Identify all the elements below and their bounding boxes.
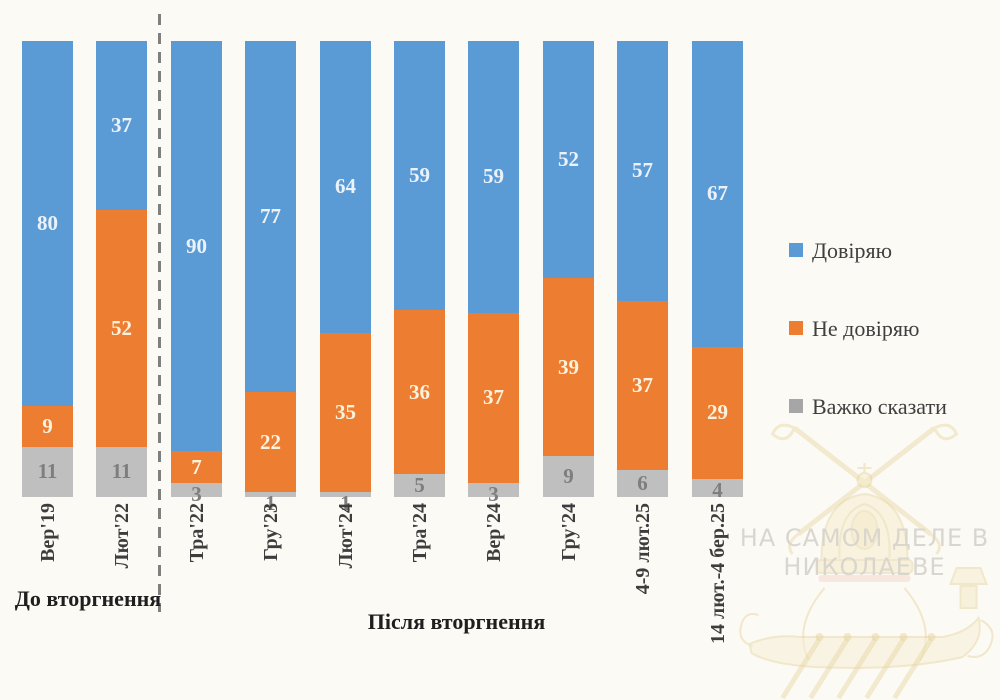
segment-trust-2 <box>171 41 222 452</box>
segment-distrust-7 <box>543 278 594 456</box>
segment-distrust-9 <box>692 346 743 479</box>
segment-hard-to-say-5 <box>394 474 445 497</box>
group-label-after-invasion: Після вторгнення <box>367 609 546 634</box>
segment-trust-6 <box>468 41 519 313</box>
segment-distrust-2 <box>171 451 222 484</box>
value-label: 57 <box>632 158 653 183</box>
segment-trust-7 <box>543 41 594 279</box>
segment-hard-to-say-3 <box>245 492 296 497</box>
segment-trust-3 <box>245 41 296 393</box>
group-label-before-invasion: До вторгнення <box>14 586 162 611</box>
segment-trust-8 <box>617 41 668 301</box>
value-label: 67 <box>707 181 728 206</box>
value-label: 52 <box>111 315 132 340</box>
x-tick-label-1: Лют'22 <box>110 503 133 569</box>
value-label: 7 <box>191 454 202 479</box>
segment-hard-to-say-6 <box>468 483 519 497</box>
x-tick-label-5: Тра'24 <box>408 503 431 563</box>
segment-trust-4 <box>320 41 371 333</box>
value-label: 4 <box>712 477 723 502</box>
x-tick-label-7: Гру'24 <box>557 503 580 561</box>
period-separator-line <box>158 14 161 612</box>
x-tick-label-0: Вер'19 <box>36 503 59 562</box>
legend-label: Довіряю <box>812 238 893 263</box>
value-label: 1 <box>265 491 276 516</box>
watermark-text-line1: НА САМОМ ДЕЛЕ В <box>739 524 990 552</box>
legend-label: Важко сказати <box>812 394 947 419</box>
value-label: 29 <box>707 400 728 425</box>
legend-item-1: Не довіряю <box>789 316 947 342</box>
legend-swatch-icon <box>789 243 803 257</box>
value-label: 9 <box>42 413 53 438</box>
value-label: 80 <box>37 210 58 235</box>
segment-hard-to-say-2 <box>171 483 222 497</box>
value-label: 59 <box>483 164 504 189</box>
segment-trust-5 <box>394 41 445 311</box>
x-tick-label-8: 4-9 лют.25 <box>631 503 654 595</box>
segment-hard-to-say-4 <box>320 492 371 497</box>
value-label: 6 <box>637 470 648 495</box>
value-label: 64 <box>335 174 356 199</box>
value-label: 22 <box>260 429 281 454</box>
x-tick-label-3: Гру'23 <box>259 503 282 561</box>
segment-distrust-8 <box>617 300 668 470</box>
value-label: 90 <box>186 233 207 258</box>
value-label: 3 <box>191 482 202 507</box>
segment-distrust-3 <box>245 392 296 493</box>
value-label: 3 <box>488 482 499 507</box>
watermark-emblem-icon <box>739 423 994 700</box>
value-label: 52 <box>558 147 579 172</box>
x-tick-label-4: Лют'24 <box>334 503 357 569</box>
legend: Довіряю Не довіряю Важко сказати <box>789 238 947 420</box>
watermark: НА САМОМ ДЕЛЕ В НИКОЛАЕВЕ <box>722 408 1000 700</box>
legend-label: Не довіряю <box>812 316 920 341</box>
value-label: 37 <box>111 112 132 137</box>
legend-item-0: Довіряю <box>789 238 947 264</box>
segment-trust-1 <box>96 41 147 210</box>
value-label: 37 <box>632 372 653 397</box>
segment-hard-to-say-7 <box>543 455 594 497</box>
segment-hard-to-say-0 <box>22 446 73 497</box>
value-label: 11 <box>37 459 58 484</box>
value-label: 77 <box>260 204 281 229</box>
segment-distrust-1 <box>96 209 147 447</box>
segment-hard-to-say-8 <box>617 469 668 497</box>
value-label: 37 <box>483 385 504 410</box>
value-label: 9 <box>563 463 574 488</box>
value-label: 5 <box>414 473 425 498</box>
segment-distrust-4 <box>320 332 371 493</box>
segment-trust-0 <box>22 41 73 406</box>
x-tick-label-2: Тра'22 <box>185 503 208 563</box>
segment-distrust-5 <box>394 310 445 475</box>
value-label: 11 <box>111 459 132 484</box>
legend-item-2: Важко сказати <box>789 394 947 420</box>
legend-swatch-icon <box>789 321 803 335</box>
legend-swatch-icon <box>789 399 803 413</box>
value-label: 36 <box>409 379 430 404</box>
value-label: 35 <box>335 400 356 425</box>
segment-trust-9 <box>692 41 743 347</box>
segment-hard-to-say-9 <box>692 478 743 497</box>
value-label: 1 <box>340 491 351 516</box>
value-label: 39 <box>558 354 579 379</box>
segment-hard-to-say-1 <box>96 446 147 497</box>
value-label: 59 <box>409 163 430 188</box>
segment-distrust-6 <box>468 312 519 484</box>
watermark-text-line2: НИКОЛАЕВЕ <box>783 553 946 581</box>
x-tick-label-6: Вер'24 <box>482 503 505 562</box>
segment-distrust-0 <box>22 405 73 447</box>
